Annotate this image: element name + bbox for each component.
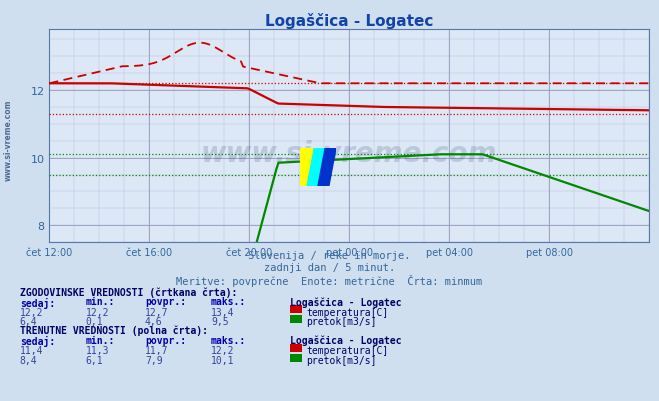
- Text: min.:: min.:: [86, 297, 115, 307]
- Text: Logaščica - Logatec: Logaščica - Logatec: [290, 297, 401, 307]
- Text: Slovenija / reke in morje.: Slovenija / reke in morje.: [248, 251, 411, 261]
- Text: 11,7: 11,7: [145, 345, 169, 355]
- Text: povpr.:: povpr.:: [145, 335, 186, 345]
- Text: pretok[m3/s]: pretok[m3/s]: [306, 316, 377, 326]
- Text: 9,5: 9,5: [211, 316, 229, 326]
- Text: 7,9: 7,9: [145, 355, 163, 365]
- Text: zadnji dan / 5 minut.: zadnji dan / 5 minut.: [264, 263, 395, 273]
- Text: 13,4: 13,4: [211, 307, 235, 317]
- Text: TRENUTNE VREDNOSTI (polna črta):: TRENUTNE VREDNOSTI (polna črta):: [20, 325, 208, 335]
- Text: 12,2: 12,2: [211, 345, 235, 355]
- Text: 0,1: 0,1: [86, 316, 103, 326]
- Polygon shape: [300, 148, 314, 186]
- Text: 12,2: 12,2: [20, 307, 43, 317]
- Text: ZGODOVINSKE VREDNOSTI (črtkana črta):: ZGODOVINSKE VREDNOSTI (črtkana črta):: [20, 287, 237, 297]
- Text: sedaj:: sedaj:: [20, 335, 55, 346]
- Text: pretok[m3/s]: pretok[m3/s]: [306, 355, 377, 365]
- Text: 11,3: 11,3: [86, 345, 109, 355]
- Text: min.:: min.:: [86, 335, 115, 345]
- Text: 8,4: 8,4: [20, 355, 38, 365]
- Text: povpr.:: povpr.:: [145, 297, 186, 307]
- Text: 12,7: 12,7: [145, 307, 169, 317]
- Text: temperatura[C]: temperatura[C]: [306, 345, 389, 355]
- Text: temperatura[C]: temperatura[C]: [306, 307, 389, 317]
- Polygon shape: [307, 148, 326, 186]
- Text: www.si-vreme.com: www.si-vreme.com: [201, 140, 498, 167]
- Text: maks.:: maks.:: [211, 297, 246, 307]
- Text: www.si-vreme.com: www.si-vreme.com: [3, 100, 13, 181]
- Text: 10,1: 10,1: [211, 355, 235, 365]
- Polygon shape: [318, 148, 336, 186]
- Text: 12,2: 12,2: [86, 307, 109, 317]
- Text: 6,1: 6,1: [86, 355, 103, 365]
- Title: Logaščica - Logatec: Logaščica - Logatec: [265, 13, 434, 29]
- Text: Meritve: povprečne  Enote: metrične  Črta: minmum: Meritve: povprečne Enote: metrične Črta:…: [177, 275, 482, 287]
- Text: maks.:: maks.:: [211, 335, 246, 345]
- Text: Logaščica - Logatec: Logaščica - Logatec: [290, 335, 401, 345]
- Text: 11,4: 11,4: [20, 345, 43, 355]
- Text: sedaj:: sedaj:: [20, 297, 55, 308]
- Text: 4,6: 4,6: [145, 316, 163, 326]
- Text: 6,4: 6,4: [20, 316, 38, 326]
